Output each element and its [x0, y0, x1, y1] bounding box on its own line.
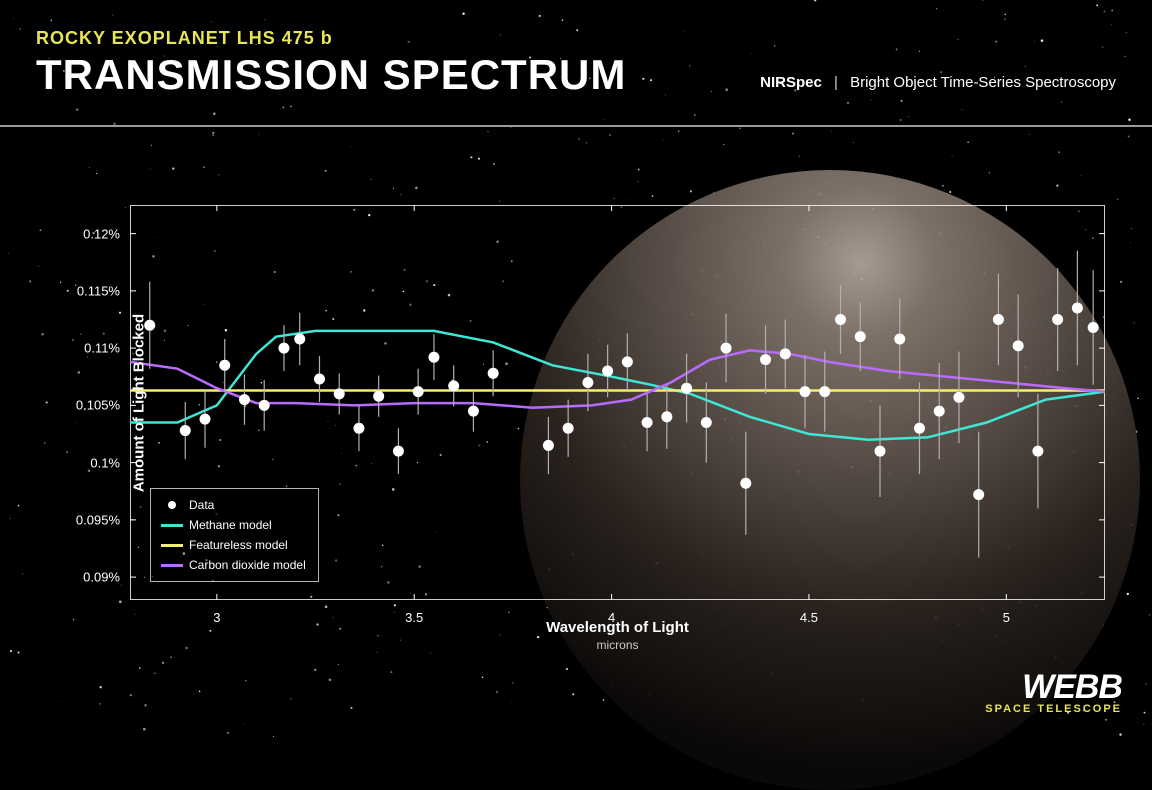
legend-item: Data — [161, 495, 306, 515]
webb-logo-sub: SPACE TELESCOPE — [985, 703, 1122, 715]
instrument-mode: Bright Object Time-Series Spectroscopy — [850, 74, 1116, 91]
x-axis-label-main: Wavelength of Light — [546, 619, 689, 636]
header-rule — [0, 125, 1152, 127]
y-tick-label: 0.095% — [76, 512, 130, 527]
legend-dot-icon — [161, 501, 183, 509]
legend-line-icon — [161, 544, 183, 547]
y-tick-label: 0.1% — [90, 455, 130, 470]
y-tick-label: 0.12% — [83, 226, 130, 241]
instrument-name: NIRSpec — [760, 74, 822, 91]
y-tick-label: 0.105% — [76, 398, 130, 413]
header: ROCKY EXOPLANET LHS 475 b TRANSMISSION S… — [0, 0, 1152, 125]
legend-label: Data — [189, 498, 214, 512]
x-tick-label: 4.5 — [800, 600, 818, 625]
x-tick-label: 5 — [1003, 600, 1010, 625]
legend-label: Featureless model — [189, 538, 288, 552]
legend-label: Methane model — [189, 518, 272, 532]
legend-label: Carbon dioxide model — [189, 558, 306, 572]
legend-item: Methane model — [161, 515, 306, 535]
legend: Data Methane model Featureless model Carbon… — [150, 488, 319, 582]
legend-line-icon — [161, 524, 183, 527]
legend-item: Featureless model — [161, 535, 306, 555]
x-axis-label-unit: microns — [546, 638, 689, 652]
instrument-label: NIRSpec | Bright Object Time-Series Spec… — [760, 74, 1116, 91]
separator: | — [834, 74, 838, 91]
x-tick-label: 3 — [213, 600, 220, 625]
chart: Amount of Light Blocked Wavelength of Li… — [130, 205, 1105, 600]
legend-item: Carbon dioxide model — [161, 555, 306, 575]
x-tick-label: 3.5 — [405, 600, 423, 625]
y-tick-label: 0.11% — [84, 341, 130, 356]
y-tick-label: 0.115% — [77, 283, 130, 298]
webb-logo: WEBB SPACE TELESCOPE — [985, 668, 1122, 715]
x-tick-label: 4 — [608, 600, 615, 625]
x-axis-label: Wavelength of Light microns — [546, 619, 689, 652]
y-tick-label: 0.09% — [83, 570, 130, 585]
webb-logo-main: WEBB — [985, 668, 1122, 707]
legend-line-icon — [161, 564, 183, 567]
y-axis-label: Amount of Light Blocked — [131, 313, 148, 491]
header-subtitle: ROCKY EXOPLANET LHS 475 b — [36, 28, 1116, 49]
